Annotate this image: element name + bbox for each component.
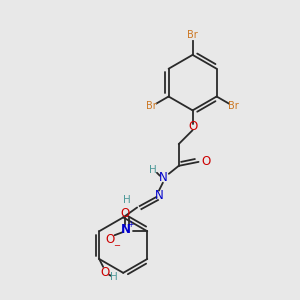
Text: Br: Br bbox=[187, 30, 198, 40]
Text: H: H bbox=[149, 165, 157, 175]
Text: O: O bbox=[121, 207, 130, 220]
Text: N: N bbox=[158, 171, 167, 184]
Text: N: N bbox=[154, 189, 163, 202]
Text: Br: Br bbox=[146, 101, 157, 111]
Text: O: O bbox=[188, 120, 197, 133]
Text: −: − bbox=[113, 242, 120, 250]
Text: O: O bbox=[105, 233, 114, 246]
Text: O: O bbox=[202, 155, 211, 168]
Text: +: + bbox=[127, 220, 134, 229]
Text: O: O bbox=[100, 266, 110, 279]
Text: H: H bbox=[110, 272, 118, 282]
Text: N: N bbox=[121, 223, 130, 236]
Text: Br: Br bbox=[228, 101, 239, 111]
Text: H: H bbox=[123, 194, 131, 205]
